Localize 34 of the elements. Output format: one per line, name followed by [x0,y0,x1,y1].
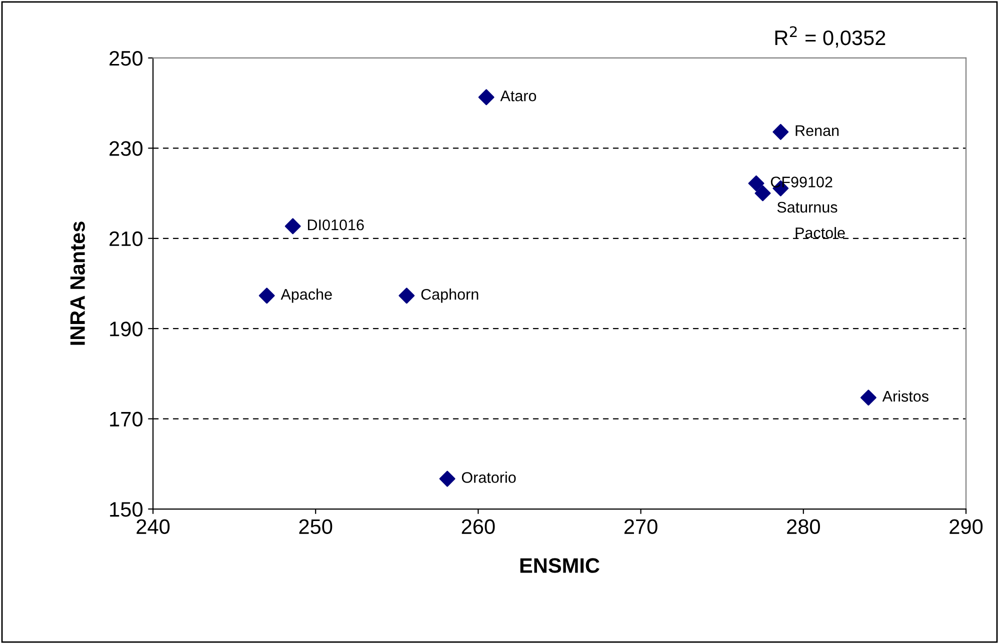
x-tick-label: 250 [299,519,332,534]
y-tick-label: 230 [110,141,142,156]
x-tick-label: 290 [950,519,983,534]
x-tick-label: 280 [787,519,820,534]
x-tick-label: 240 [136,519,170,534]
annotation: Ataro [500,90,536,102]
x-axis-title: ENSMIC [520,558,600,573]
point [284,218,301,234]
annotation: Pactole [796,227,845,238]
annotation: Apache [280,288,332,303]
annotation: Saturnus [777,202,838,213]
y-tick-label: 250 [110,50,142,66]
y-tick-label: 170 [110,412,142,427]
point [439,470,456,487]
annotation: Renan [796,125,839,136]
point [748,175,764,192]
annotation: Oratorio [462,472,516,483]
point [860,390,876,406]
point [398,288,415,304]
y-tick-label: 210 [110,231,142,246]
point [754,185,771,202]
y-tick-label: 150 [110,502,142,517]
annotation: Caphorn [421,288,478,303]
point [258,288,275,304]
y-axis-title: INRA Nantes [70,222,85,345]
x-tick-label: 270 [624,519,658,534]
x-tick-label: 260 [462,519,495,534]
text: R$^{2}$ = 0,0352 [775,26,886,48]
point [478,89,494,106]
annotation: DI01016 [308,219,364,230]
point [772,124,789,140]
annotation: CF99102 [770,176,832,188]
annotation: Aristos [882,390,928,402]
y-tick-label: 190 [110,322,142,336]
